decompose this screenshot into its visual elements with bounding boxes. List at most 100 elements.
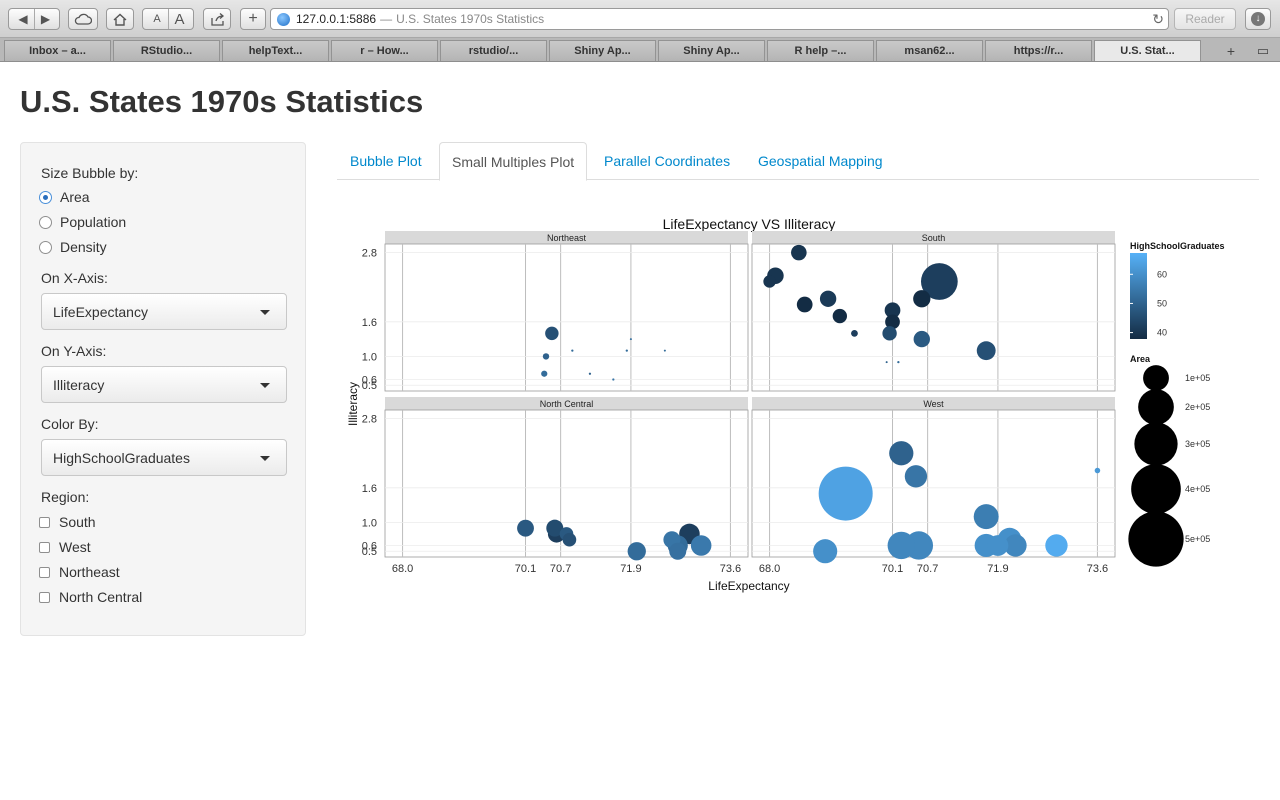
region-option-south[interactable]: South bbox=[39, 514, 96, 530]
browser-tab[interactable]: Shiny Ap... bbox=[549, 40, 656, 61]
region-option-north-central[interactable]: North Central bbox=[39, 589, 142, 605]
caret-down-icon bbox=[260, 383, 270, 388]
chart-title: LifeExpectancy VS Illiteracy bbox=[663, 216, 836, 232]
region-option-label: North Central bbox=[59, 589, 143, 605]
y-axis-label: On Y-Axis: bbox=[41, 343, 107, 359]
x-tick-label: 70.1 bbox=[515, 563, 536, 575]
reader-button[interactable]: Reader bbox=[1174, 8, 1236, 30]
share-button[interactable] bbox=[203, 8, 231, 30]
x-tick-label: 70.7 bbox=[917, 563, 938, 575]
size-option-label: Population bbox=[60, 214, 127, 230]
y-axis-value: Illiteracy bbox=[53, 377, 105, 393]
icloud-tabs-button[interactable] bbox=[68, 8, 98, 30]
radio-button[interactable] bbox=[39, 215, 52, 229]
color-legend-title: HighSchoolGraduates bbox=[1130, 241, 1225, 251]
data-point bbox=[1045, 534, 1068, 557]
region-option-northeast[interactable]: Northeast bbox=[39, 564, 120, 580]
back-icon[interactable]: ◀ bbox=[18, 12, 28, 26]
browser-tab[interactable]: R help –... bbox=[767, 40, 874, 61]
radio-button[interactable] bbox=[39, 190, 52, 204]
browser-tab[interactable]: r – How... bbox=[331, 40, 438, 61]
data-point bbox=[889, 441, 914, 466]
checkbox[interactable] bbox=[39, 566, 50, 578]
data-point bbox=[1094, 467, 1101, 474]
browser-tab[interactable]: rstudio/... bbox=[440, 40, 547, 61]
data-point bbox=[625, 349, 628, 352]
region-option-west[interactable]: West bbox=[39, 539, 91, 555]
address-bar[interactable]: 127.0.0.1:5886 — U.S. States 1970s Stati… bbox=[270, 8, 1169, 30]
facet-label: West bbox=[923, 399, 944, 409]
page-title: U.S. States 1970s Statistics bbox=[20, 84, 424, 119]
reload-icon[interactable]: ↻ bbox=[1152, 11, 1164, 27]
size-legend-circle bbox=[1131, 464, 1181, 514]
browser-tab[interactable]: msan62... bbox=[876, 40, 983, 61]
browser-toolbar: ◀ ▶ A A + 127.0.0.1:5886 — U.S. States 1… bbox=[0, 0, 1280, 38]
home-button[interactable] bbox=[106, 8, 134, 30]
y-tick-label: 1.6 bbox=[362, 317, 377, 329]
size-legend-circle bbox=[1143, 365, 1169, 391]
color-by-label: Color By: bbox=[41, 416, 99, 432]
size-legend-label: 3e+05 bbox=[1185, 439, 1210, 449]
facet-label: South bbox=[922, 233, 946, 243]
checkbox[interactable] bbox=[39, 516, 50, 528]
size-option-population[interactable]: Population bbox=[39, 214, 126, 230]
forward-icon[interactable]: ▶ bbox=[34, 9, 56, 29]
y-tick-label: 0.6 bbox=[362, 540, 377, 552]
browser-tab[interactable]: Shiny Ap... bbox=[658, 40, 765, 61]
tab-bubble-plot[interactable]: Bubble Plot bbox=[350, 153, 422, 169]
browser-tab[interactable]: helpText... bbox=[222, 40, 329, 61]
x-axis-value: LifeExpectancy bbox=[53, 304, 148, 320]
x-axis-title: LifeExpectancy bbox=[708, 579, 789, 593]
data-point bbox=[541, 370, 548, 377]
x-tick-label: 73.6 bbox=[1087, 563, 1108, 575]
size-option-density[interactable]: Density bbox=[39, 239, 107, 255]
back-forward-buttons: ◀ ▶ bbox=[8, 8, 60, 30]
browser-tab[interactable]: RStudio... bbox=[113, 40, 220, 61]
data-point bbox=[813, 539, 838, 564]
font-larger-button[interactable]: A bbox=[168, 9, 190, 29]
facet-label: Northeast bbox=[547, 233, 587, 243]
data-point bbox=[546, 519, 564, 537]
x-axis-select[interactable]: LifeExpectancy bbox=[41, 293, 287, 330]
size-option-area[interactable]: Area bbox=[39, 189, 90, 205]
font-smaller-button[interactable]: A bbox=[153, 13, 161, 25]
data-point bbox=[571, 349, 574, 352]
data-point bbox=[885, 314, 900, 330]
tab-overview-icon[interactable]: ▭ bbox=[1256, 42, 1270, 58]
x-tick-label: 70.7 bbox=[550, 563, 571, 575]
checkbox[interactable] bbox=[39, 541, 50, 553]
caret-down-icon bbox=[260, 310, 270, 315]
downloads-button[interactable]: ↓ bbox=[1245, 8, 1271, 30]
color-by-value: HighSchoolGraduates bbox=[53, 450, 190, 466]
x-tick-label: 68.0 bbox=[759, 563, 780, 575]
size-option-label: Area bbox=[60, 189, 90, 205]
facet-panel bbox=[751, 409, 1116, 558]
tab-geospatial-mapping[interactable]: Geospatial Mapping bbox=[758, 153, 883, 169]
data-point bbox=[884, 302, 901, 319]
data-point bbox=[517, 519, 534, 537]
add-tab-icon[interactable]: + bbox=[1226, 42, 1236, 59]
x-tick-label: 73.6 bbox=[720, 563, 741, 575]
color-legend-label: 40 bbox=[1157, 328, 1167, 338]
caret-down-icon bbox=[260, 456, 270, 461]
data-point bbox=[669, 542, 687, 560]
browser-tab[interactable]: Inbox – a... bbox=[4, 40, 111, 61]
tab-small-multiples-plot[interactable]: Small Multiples Plot bbox=[439, 142, 588, 181]
browser-tab[interactable]: U.S. Stat... bbox=[1094, 40, 1201, 61]
home-icon bbox=[113, 13, 127, 26]
color-by-select[interactable]: HighSchoolGraduates bbox=[41, 439, 287, 476]
data-point bbox=[819, 290, 837, 307]
data-point bbox=[913, 330, 930, 348]
new-tab-button[interactable]: + bbox=[240, 8, 266, 30]
y-axis-select[interactable]: Illiteracy bbox=[41, 366, 287, 403]
radio-button[interactable] bbox=[39, 240, 52, 254]
size-legend-label: 2e+05 bbox=[1185, 402, 1210, 412]
browser-tab[interactable]: https://r... bbox=[985, 40, 1092, 61]
facet-strip bbox=[752, 231, 1115, 244]
tab-parallel-coordinates[interactable]: Parallel Coordinates bbox=[604, 153, 731, 169]
checkbox[interactable] bbox=[39, 591, 50, 603]
plot-tabs: Bubble Plot Small Multiples Plot Paralle… bbox=[337, 142, 1259, 181]
size-legend-circle bbox=[1128, 511, 1184, 567]
cloud-icon bbox=[74, 13, 92, 25]
download-icon: ↓ bbox=[1251, 12, 1265, 26]
